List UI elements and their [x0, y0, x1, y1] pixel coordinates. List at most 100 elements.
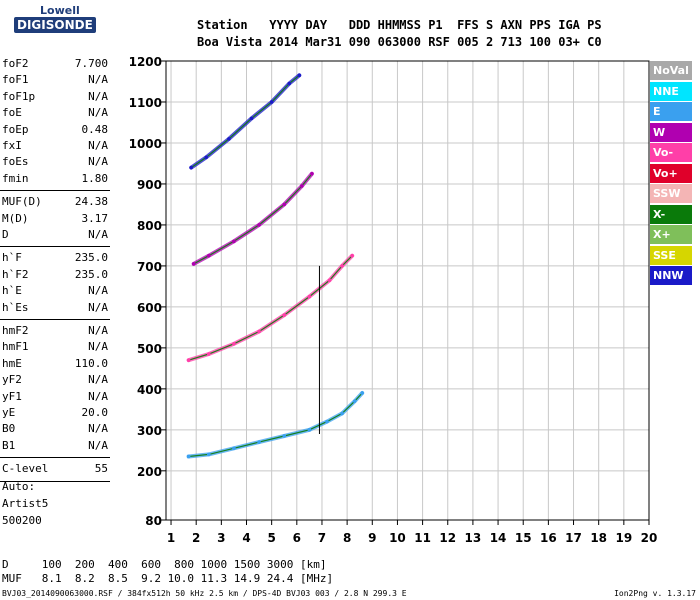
x-tick-label: 16 — [540, 531, 557, 545]
y-tick-label: 400 — [137, 383, 162, 397]
param-value: N/A — [88, 324, 108, 337]
x-tick-label: 8 — [343, 531, 351, 545]
x-tick-label: 20 — [641, 531, 658, 545]
header-labels: Station YYYY DAY DDD HHMMSS P1 FFS S AXN… — [197, 18, 602, 32]
trace-point — [206, 253, 211, 258]
trace-point — [189, 165, 193, 170]
trace-point — [249, 116, 254, 121]
param-name: h`F — [2, 251, 22, 265]
trace-point — [232, 446, 236, 451]
param-row: h`F 235.0 — [2, 251, 108, 267]
y-tick-label: 900 — [137, 178, 162, 192]
panel-separator — [0, 319, 110, 320]
panel-separator — [0, 190, 110, 192]
param-row: foE N/A — [2, 106, 108, 122]
param-row: fxI N/A — [2, 139, 108, 155]
param-row: foF2 7.700 — [2, 57, 108, 73]
trace-core — [188, 255, 353, 361]
param-value: N/A — [88, 340, 108, 354]
trace-point — [300, 184, 304, 188]
param-row: fmin 1.80 — [2, 172, 108, 188]
param-value: 235.0 — [74, 267, 108, 281]
trace-line — [191, 171, 314, 266]
param-value: N/A — [88, 155, 108, 169]
param-value: N/A — [88, 228, 108, 241]
legend-item: W — [650, 122, 692, 142]
trace-point — [186, 358, 191, 362]
param-value: N/A — [88, 139, 108, 152]
param-row: foF1p N/A — [2, 90, 108, 106]
param-name: D — [2, 228, 9, 241]
param-row: yF1 N/A — [2, 390, 108, 406]
y-tick-label: 80 — [145, 514, 162, 528]
trace-point — [206, 452, 211, 457]
param-row: hmF2 N/A — [2, 324, 108, 340]
legend-item: NNE — [650, 81, 692, 101]
param-row: D N/A — [2, 228, 108, 244]
trace-point — [227, 137, 231, 141]
param-name: foEp — [2, 122, 29, 136]
trace-point — [360, 391, 365, 395]
param-value: N/A — [88, 300, 108, 314]
trace-point — [204, 155, 209, 160]
param-name: fmin — [2, 171, 29, 185]
param-row: C-level 55 — [2, 462, 108, 478]
trace-core — [188, 392, 363, 458]
param-value: 235.0 — [74, 251, 108, 265]
param-value: N/A — [88, 73, 108, 87]
trace-point — [287, 81, 292, 86]
param-name: foEs — [2, 155, 29, 169]
trace-point — [350, 253, 354, 258]
param-row: B0 N/A — [2, 422, 108, 438]
param-name: h`E — [2, 284, 22, 298]
legend-item: NoVal — [650, 61, 692, 80]
x-tick-label: 10 — [389, 531, 406, 545]
y-tick-label: 300 — [137, 424, 162, 438]
trace-point — [257, 329, 261, 334]
x-tick-label: 4 — [242, 531, 250, 545]
param-name: foE — [2, 106, 22, 120]
trace-point — [191, 262, 196, 266]
footer-version: Ion2Png v. 1.3.17 — [614, 589, 696, 598]
x-tick-label: 12 — [439, 531, 456, 545]
param-value: 3.17 — [81, 211, 109, 225]
legend-item: X+ — [650, 225, 692, 244]
x-tick-label: 14 — [490, 531, 507, 545]
y-tick-label: 200 — [137, 465, 162, 479]
trace-point — [307, 428, 312, 432]
x-tick-label: 9 — [368, 531, 376, 545]
trace-point — [206, 352, 211, 356]
x-tick-label: 17 — [565, 531, 582, 545]
x-tick-label: 5 — [267, 531, 275, 545]
y-tick-label: 600 — [137, 301, 162, 315]
trace-point — [282, 313, 287, 317]
param-row: hmF1 N/A — [2, 340, 108, 356]
x-tick-label: 7 — [318, 531, 326, 545]
trace-point — [257, 223, 261, 227]
trace-point — [257, 440, 261, 444]
trace-point — [327, 278, 332, 283]
panel-separator — [0, 457, 110, 459]
param-name: B0 — [2, 422, 16, 436]
legend-item: Vo+ — [650, 163, 692, 183]
param-value: N/A — [88, 422, 108, 436]
param-value: N/A — [88, 89, 108, 103]
trace-core — [193, 173, 313, 265]
param-value: N/A — [88, 284, 108, 298]
param-value: 20.0 — [81, 406, 109, 419]
legend-item: SSW — [650, 184, 692, 203]
plot-frame — [165, 60, 650, 521]
legend-item: SSE — [650, 245, 692, 265]
trace-point — [340, 264, 344, 268]
param-row: M(D) 3.17 — [2, 212, 108, 228]
param-row: h`Es N/A — [2, 301, 108, 317]
trace-point — [297, 73, 302, 78]
param-row: hmE 110.0 — [2, 357, 108, 373]
trace-point — [282, 434, 287, 438]
param-name: hmE — [2, 356, 22, 370]
trace-point — [340, 411, 344, 416]
param-name: C-level — [2, 462, 49, 476]
param-row: MUF(D) 24.38 — [2, 195, 108, 211]
trace-point — [325, 419, 329, 424]
